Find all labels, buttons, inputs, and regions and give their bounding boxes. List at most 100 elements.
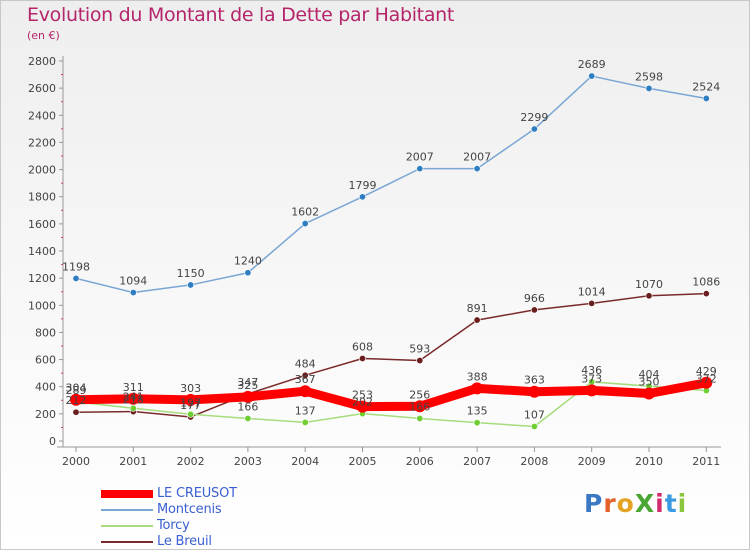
data-point: [299, 385, 312, 398]
data-label: 166: [237, 400, 258, 413]
data-point: [530, 422, 538, 430]
data-point: [129, 289, 137, 297]
legend-label-le-breuil: Le Breuil: [157, 534, 212, 549]
data-point: [645, 292, 653, 300]
data-label: 218: [123, 394, 144, 407]
data-label: 350: [639, 376, 660, 389]
series-line: [75, 75, 708, 294]
data-label: 1094: [119, 275, 147, 288]
logo-letter: i: [677, 489, 688, 518]
data-point: [473, 316, 481, 324]
y-tick-label: 600: [35, 354, 56, 367]
legend-label-torcy: Torcy: [157, 518, 190, 533]
y-tick-label: 800: [35, 326, 56, 339]
data-label: 1070: [635, 278, 663, 291]
x-tick-label: 2002: [177, 455, 205, 468]
logo-letter: r: [603, 489, 617, 518]
x-tick-label: 2001: [119, 455, 147, 468]
data-point: [530, 306, 538, 314]
y-tick-label: 2600: [28, 82, 56, 95]
chart-axes: 0 200 400 600 800 1000 1200 1400 1600 1800 2000 220…: [28, 55, 721, 468]
data-label: 2007: [463, 151, 491, 164]
data-point: [528, 385, 541, 398]
legend-swatch-le-breuil: [101, 541, 153, 543]
x-tick-label: 2003: [234, 455, 262, 468]
legend-label-le-creusot: LE CREUSOT: [157, 486, 237, 501]
y-tick-label: 2800: [28, 55, 56, 68]
data-point: [301, 220, 309, 228]
data-label: 891: [467, 302, 488, 315]
data-label: 1086: [692, 276, 720, 289]
x-tick-label: 2010: [635, 455, 663, 468]
y-tick-label: 1000: [28, 299, 56, 312]
data-point: [700, 376, 713, 389]
x-tick-label: 2004: [291, 455, 319, 468]
y-tick-label: 0: [49, 435, 56, 448]
x-tick-label: 2009: [578, 455, 606, 468]
data-label: 367: [295, 373, 316, 386]
data-point: [473, 419, 481, 427]
legend-label-montcenis: Montcenis: [157, 502, 222, 517]
chart-subtitle: (en €): [27, 29, 60, 42]
data-point: [187, 281, 195, 289]
data-label: 2689: [578, 58, 606, 71]
data-point: [416, 165, 424, 173]
data-label: 372: [696, 373, 717, 386]
data-label: 256: [409, 388, 430, 401]
data-label: 1150: [177, 267, 205, 280]
x-tick-label: 2007: [463, 455, 491, 468]
legend-swatch-montcenis: [101, 509, 153, 511]
data-label: 1799: [349, 179, 377, 192]
data-label: 2524: [692, 80, 720, 93]
data-label: 289: [66, 384, 87, 397]
data-label: 202: [352, 396, 373, 409]
data-point: [129, 404, 137, 412]
data-label: 2299: [520, 111, 548, 124]
y-tick-label: 1600: [28, 218, 56, 231]
chart-series: [70, 72, 713, 430]
y-tick-label: 2200: [28, 136, 56, 149]
data-label: 2598: [635, 70, 663, 83]
data-label: 177: [180, 399, 201, 412]
data-point: [72, 408, 80, 416]
y-tick-label: 1400: [28, 245, 56, 258]
data-point: [413, 400, 426, 413]
legend-swatch-le-creusot: [101, 490, 153, 498]
data-point: [184, 393, 197, 406]
y-tick-label: 200: [35, 408, 56, 421]
data-point: [585, 384, 598, 397]
data-label: 304: [66, 382, 87, 395]
data-label: 325: [237, 379, 258, 392]
data-point: [127, 392, 140, 405]
data-point: [244, 269, 252, 277]
data-point: [471, 382, 484, 395]
data-label: 137: [295, 404, 316, 417]
data-point: [244, 414, 252, 422]
data-label: 107: [524, 408, 545, 421]
x-tick-label: 2008: [520, 455, 548, 468]
data-label: 1014: [578, 285, 606, 298]
y-tick-label: 2000: [28, 164, 56, 177]
data-label: 166: [409, 400, 430, 413]
logo-letter: P: [584, 489, 604, 518]
data-label: 212: [66, 394, 87, 407]
series-line: [75, 381, 708, 428]
logo-letter: t: [664, 489, 678, 518]
data-label: 347: [237, 376, 258, 389]
data-point: [241, 390, 254, 403]
data-label: 253: [352, 389, 373, 402]
x-tick-label: 2011: [692, 455, 720, 468]
series-line: [71, 378, 711, 412]
series-line: [75, 292, 708, 418]
legend-swatch-torcy: [101, 525, 153, 527]
data-label: 388: [467, 370, 488, 383]
data-point: [358, 354, 366, 362]
data-label: 197: [180, 396, 201, 409]
data-label: 241: [123, 390, 144, 403]
proxiti-logo: ProXiti: [584, 489, 687, 518]
data-point: [187, 410, 195, 418]
data-label: 1240: [234, 255, 262, 268]
data-label: 429: [696, 365, 717, 378]
data-label: 2007: [406, 151, 434, 164]
